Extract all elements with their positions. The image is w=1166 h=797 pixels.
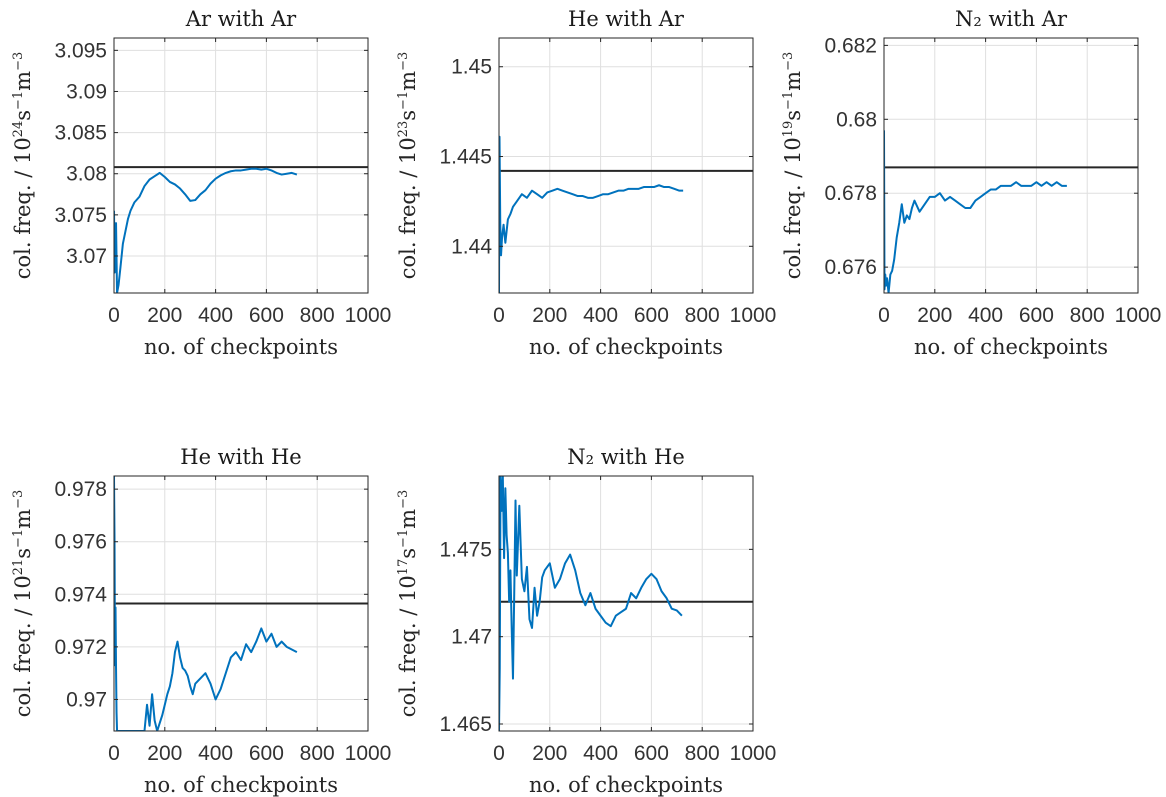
- x-tick-label: 200: [532, 742, 567, 765]
- series-line: [884, 130, 1067, 293]
- x-tick-label: 400: [198, 304, 233, 327]
- axes-box: [498, 475, 754, 732]
- y-tick-label: 1.445: [439, 146, 492, 169]
- x-tick-label: 1000: [345, 304, 392, 327]
- x-axis-label: no. of checkpoints: [914, 335, 1108, 359]
- y-tick-label: 3.09: [66, 80, 107, 103]
- y-tick-label: 3.07: [66, 245, 107, 268]
- x-axis-label: no. of checkpoints: [144, 335, 338, 359]
- x-tick-label: 800: [1070, 304, 1105, 327]
- axes-box: [113, 475, 369, 732]
- x-tick-label: 0: [493, 304, 505, 327]
- series-line: [114, 476, 298, 731]
- x-tick-label: 1000: [345, 742, 392, 765]
- y-tick-label: 0.678: [824, 182, 877, 205]
- subplot-title: N₂ with Ar: [955, 7, 1068, 31]
- x-tick-label: 0: [108, 742, 120, 765]
- x-tick-label: 1000: [730, 742, 777, 765]
- axes-box: [113, 37, 369, 294]
- x-tick-label: 0: [493, 742, 505, 765]
- x-tick-label: 800: [300, 304, 335, 327]
- axes-box: [883, 37, 1139, 294]
- subplot-2: 0 200 400 600 800 1000 1.44 1.445 1.45 He with Ar…: [396, 7, 776, 359]
- y-tick-label: 1.475: [439, 538, 492, 561]
- subplot-4: 0 200 400 600 800 1000 0.97 0.972 0.974 0.976 0.97…: [11, 445, 391, 797]
- x-axis-label: no. of checkpoints: [144, 773, 338, 797]
- x-tick-label: 600: [1019, 304, 1054, 327]
- subplot-title: He with He: [180, 445, 302, 469]
- subplot-3: 0 200 400 600 800 1000 0.676 0.678 0.68 0.682 N₂ w…: [781, 7, 1161, 359]
- x-tick-label: 1000: [730, 304, 777, 327]
- y-tick-label: 0.972: [54, 636, 107, 659]
- y-tick-label: 3.075: [54, 204, 107, 227]
- subplot-5: 0 200 400 600 800 1000 1.465 1.47 1.475 N₂ with H…: [396, 445, 776, 797]
- axes-box: [498, 37, 754, 294]
- subplot-title: N₂ with He: [567, 445, 685, 469]
- x-tick-label: 400: [583, 742, 618, 765]
- y-axis-label: col. freq. / 1017s−1m−3: [396, 490, 420, 718]
- y-tick-label: 1.465: [439, 713, 492, 736]
- series-line: [499, 476, 683, 731]
- y-tick-label: 0.68: [836, 108, 877, 131]
- x-tick-label: 400: [198, 742, 233, 765]
- x-tick-label: 800: [300, 742, 335, 765]
- y-tick-label: 0.682: [824, 34, 877, 57]
- x-tick-label: 200: [532, 304, 567, 327]
- x-tick-label: 200: [147, 742, 182, 765]
- y-axis-label: col. freq. / 1021s−1m−3: [11, 490, 35, 718]
- y-axis-label: col. freq. / 1024s−1m−3: [11, 52, 35, 280]
- x-tick-label: 1000: [1115, 304, 1162, 327]
- y-tick-label: 0.97: [66, 688, 107, 711]
- subplot-title: He with Ar: [568, 7, 685, 31]
- x-tick-label: 800: [685, 304, 720, 327]
- y-axis-label: col. freq. / 1023s−1m−3: [396, 52, 420, 280]
- subplot-title: Ar with Ar: [185, 7, 297, 31]
- y-tick-label: 3.08: [66, 163, 107, 186]
- x-tick-label: 400: [968, 304, 1003, 327]
- x-axis-label: no. of checkpoints: [529, 335, 723, 359]
- series-line: [499, 135, 684, 293]
- y-tick-label: 0.976: [54, 531, 107, 554]
- x-tick-label: 600: [634, 304, 669, 327]
- x-tick-label: 0: [878, 304, 890, 327]
- x-tick-label: 200: [917, 304, 952, 327]
- y-tick-label: 0.978: [54, 478, 107, 501]
- x-tick-label: 400: [583, 304, 618, 327]
- x-tick-label: 600: [634, 742, 669, 765]
- y-tick-label: 1.45: [451, 56, 492, 79]
- x-tick-label: 800: [685, 742, 720, 765]
- y-tick-label: 0.676: [824, 256, 877, 279]
- x-axis-label: no. of checkpoints: [529, 773, 723, 797]
- x-tick-label: 0: [108, 304, 120, 327]
- series-line: [114, 167, 298, 293]
- x-tick-label: 200: [147, 304, 182, 327]
- x-tick-label: 600: [249, 304, 284, 327]
- subplot-1: 0 200 400 600 800 1000 3.07 3.075 3.08 3.085 3.09 3…: [11, 7, 391, 359]
- y-tick-label: 1.44: [451, 235, 492, 258]
- x-tick-label: 600: [249, 742, 284, 765]
- y-tick-label: 3.085: [54, 122, 107, 145]
- y-tick-label: 1.47: [451, 626, 492, 649]
- y-tick-label: 3.095: [54, 39, 107, 62]
- y-tick-label: 0.974: [54, 583, 107, 606]
- y-axis-label: col. freq. / 1019s−1m−3: [781, 52, 805, 280]
